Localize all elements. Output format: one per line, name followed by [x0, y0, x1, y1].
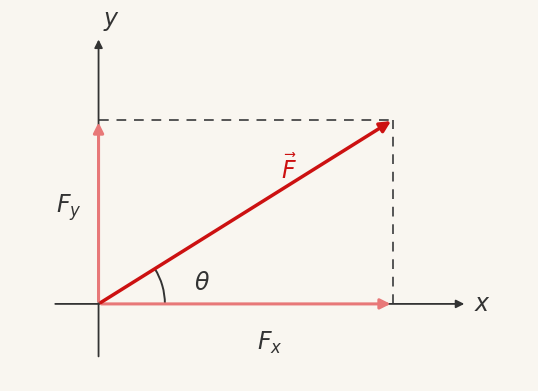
Text: $y$: $y$: [103, 9, 120, 33]
Text: $F_y$: $F_y$: [56, 193, 82, 223]
Text: $\vec{F}$: $\vec{F}$: [281, 154, 297, 184]
Text: $F_x$: $F_x$: [257, 330, 282, 356]
Text: $x$: $x$: [473, 292, 490, 316]
Text: $\theta$: $\theta$: [194, 271, 210, 295]
